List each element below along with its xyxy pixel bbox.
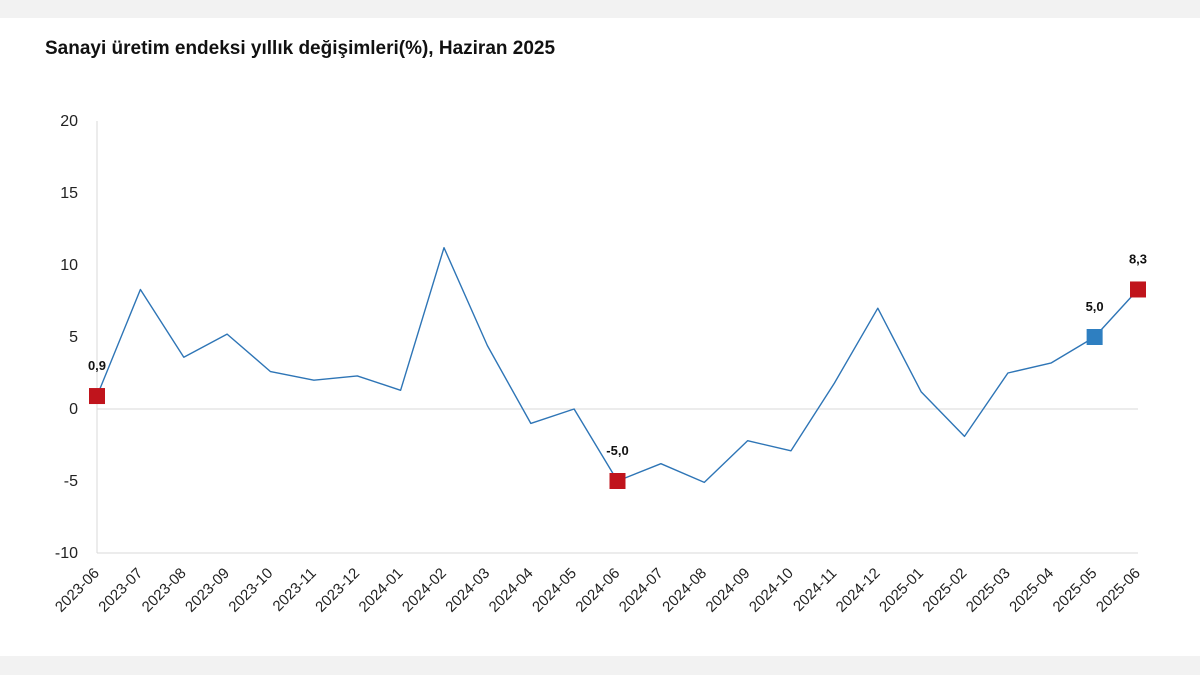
data-point-marker bbox=[1086, 329, 1103, 345]
x-tick-label: 2024-11 bbox=[790, 565, 840, 615]
y-tick-label: 20 bbox=[60, 113, 78, 130]
y-tick-label: -10 bbox=[55, 545, 78, 562]
x-tick-label: 2025-01 bbox=[876, 565, 927, 616]
x-tick-label: 2024-12 bbox=[833, 565, 884, 616]
chart-card bbox=[0, 18, 1200, 656]
x-tick-label: 2024-05 bbox=[529, 565, 580, 616]
x-tick-label: 2023-08 bbox=[139, 565, 190, 616]
y-tick-label: 0 bbox=[69, 401, 78, 418]
x-tick-label: 2025-03 bbox=[963, 565, 1014, 616]
x-tick-label: 2023-12 bbox=[312, 565, 363, 616]
data-point-marker bbox=[89, 388, 105, 405]
x-tick-label: 2023-10 bbox=[225, 565, 276, 616]
data-label: 8,3 bbox=[1129, 251, 1147, 266]
x-tick-label: 2024-08 bbox=[659, 565, 710, 616]
x-tick-label: 2024-06 bbox=[572, 565, 623, 616]
x-tick-label: 2024-04 bbox=[486, 565, 537, 616]
y-tick-label: 10 bbox=[60, 257, 78, 274]
x-tick-label: 2024-01 bbox=[355, 565, 406, 616]
data-point-marker bbox=[609, 473, 626, 489]
x-tick-label: 2025-06 bbox=[1093, 565, 1144, 616]
x-tick-label: 2025-04 bbox=[1006, 565, 1057, 616]
x-tick-label: 2024-10 bbox=[746, 565, 797, 616]
y-tick-label: 15 bbox=[60, 185, 78, 202]
x-tick-label: 2023-09 bbox=[182, 565, 233, 616]
x-tick-label: 2024-09 bbox=[702, 565, 753, 616]
data-label: -5,0 bbox=[606, 443, 628, 458]
data-label: 0,9 bbox=[88, 358, 106, 373]
x-tick-label: 2023-06 bbox=[52, 565, 103, 616]
data-label: 5,0 bbox=[1086, 299, 1104, 314]
y-tick-label: 5 bbox=[69, 329, 78, 346]
chart-title: Sanayi üretim endeksi yıllık değişimleri… bbox=[45, 38, 556, 59]
x-tick-label: 2024-07 bbox=[616, 565, 667, 616]
y-tick-label: -5 bbox=[64, 473, 78, 490]
x-tick-label: 2024-02 bbox=[399, 565, 450, 616]
x-tick-label: 2023-07 bbox=[95, 565, 146, 616]
x-tick-label: 2025-02 bbox=[919, 565, 970, 616]
x-tick-label: 2023-11 bbox=[270, 565, 320, 615]
x-tick-label: 2025-05 bbox=[1049, 565, 1100, 616]
data-point-marker bbox=[1130, 281, 1146, 298]
x-tick-label: 2024-03 bbox=[442, 565, 493, 616]
